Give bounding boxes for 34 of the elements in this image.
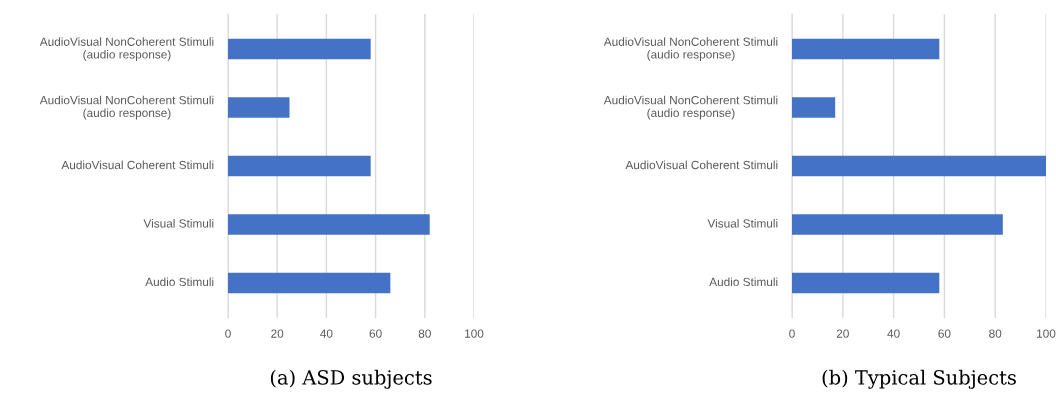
- y-tick-label: Visual Stimuli: [143, 218, 214, 228]
- y-tick-label: AudioVisual NonCoherent Stimuli (audio response): [39, 95, 214, 120]
- x-tick-label: 60: [369, 329, 382, 338]
- text: (b) Typical Subjects: [822, 369, 1016, 389]
- bar: [792, 155, 1046, 177]
- bar: [228, 214, 430, 235]
- x-tick-label: 20: [836, 329, 849, 338]
- bar: [792, 38, 940, 60]
- x-tick-label: 80: [989, 329, 1002, 338]
- y-tick-label: AudioVisual NonCoherent Stimuli (audio response): [39, 37, 214, 61]
- x-tick-label: 0: [225, 329, 231, 338]
- bar: [792, 272, 940, 294]
- x-tick-label: 20: [271, 329, 284, 338]
- x-tick-label: 40: [320, 329, 333, 338]
- y-tick-label: Visual Stimuli: [707, 218, 778, 228]
- bar: [228, 272, 391, 294]
- x-tick-label: 0: [789, 329, 795, 338]
- bar: [792, 214, 1003, 235]
- bar: [228, 97, 290, 118]
- x-tick-label: 80: [418, 329, 431, 338]
- x-tick-label: 100: [465, 329, 484, 338]
- x-tick-label: 60: [938, 329, 951, 338]
- y-tick-label: AudioVisual NonCoherent Stimuli (audio response): [603, 37, 778, 61]
- text: (a) ASD subjects: [270, 369, 432, 389]
- bar: [228, 155, 371, 177]
- y-tick-label: AudioVisual NonCoherent Stimuli (audio response): [603, 95, 778, 120]
- bar: [228, 38, 371, 60]
- y-tick-label: Audio Stimuli: [709, 277, 778, 287]
- y-tick-label: Audio Stimuli: [145, 277, 214, 287]
- x-tick-label: 40: [887, 329, 900, 338]
- y-tick-label: AudioVisual Coherent Stimuli: [625, 160, 778, 170]
- x-tick-label: 100: [1037, 329, 1056, 338]
- bar: [792, 97, 836, 118]
- y-tick-label: AudioVisual Coherent Stimuli: [61, 160, 214, 170]
